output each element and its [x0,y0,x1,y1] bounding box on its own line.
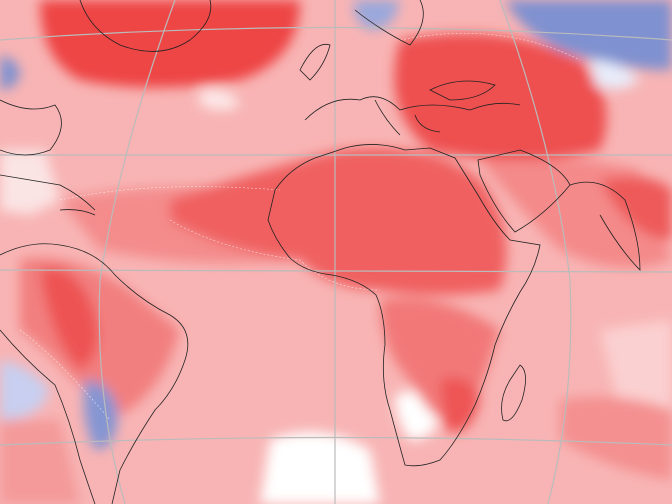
contour-lines [19,33,581,421]
coastlines [0,0,641,504]
